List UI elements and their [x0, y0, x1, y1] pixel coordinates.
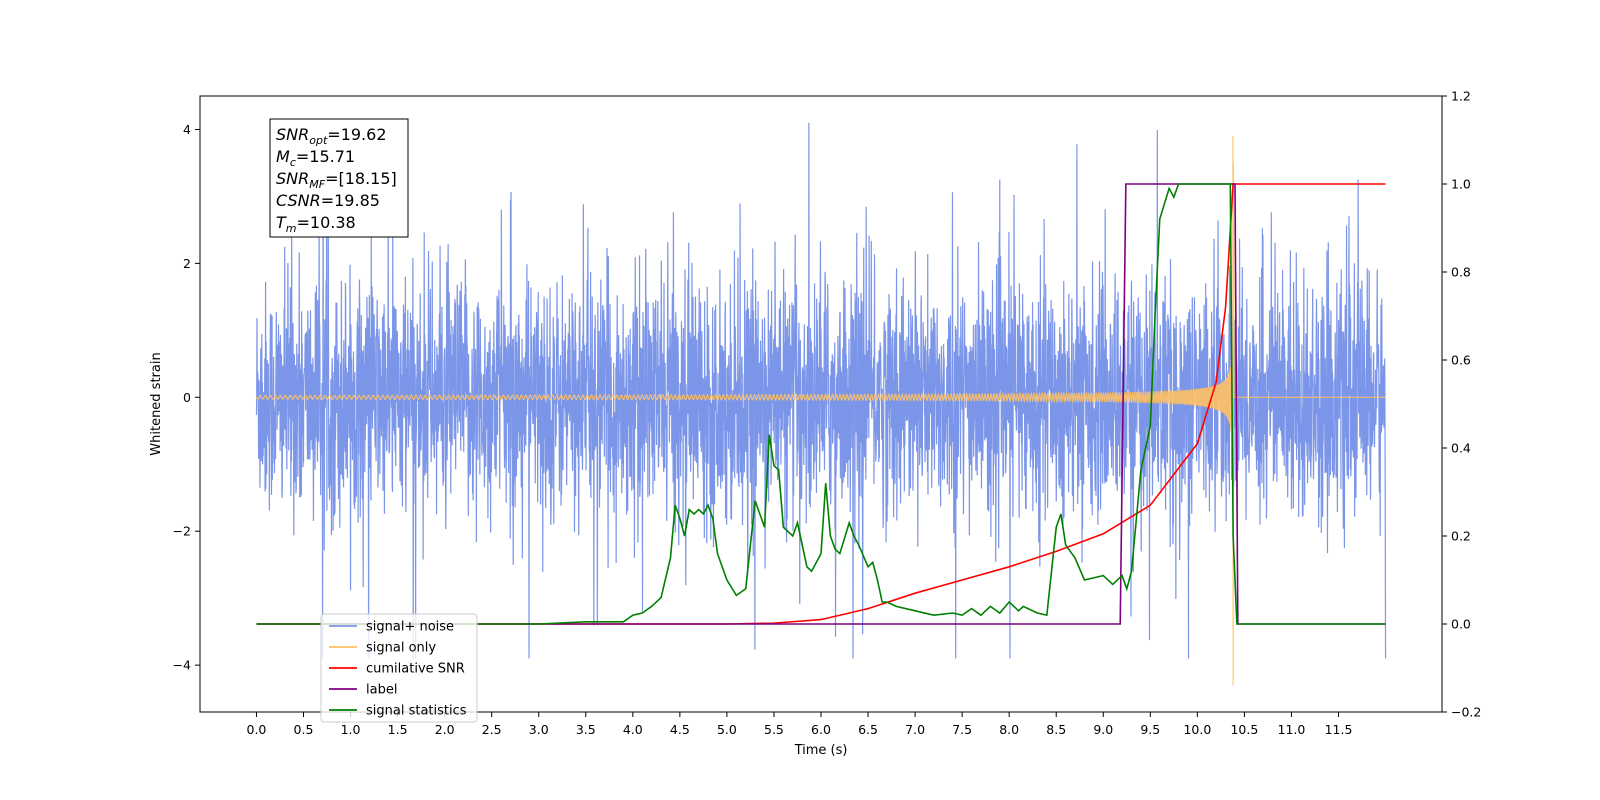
plot-area	[255, 122, 1387, 686]
y-right-tick-label: 0.0	[1451, 617, 1471, 632]
legend-label: signal only	[366, 641, 436, 656]
y-right-tick-label: 1.0	[1451, 177, 1471, 192]
x-tick-label: 5.0	[717, 722, 737, 737]
x-axis: 0.0 0.5 1.0 1.5 2.0 2.5 3.0 3.5 4.0 4.5 5.0 5.5 6.0 6…	[247, 712, 1353, 737]
series-signal-statistics	[256, 183, 1386, 625]
legend-frame	[320, 613, 478, 723]
x-tick-label: 9.5	[1140, 722, 1160, 737]
annotation-line: CSNR=19.85	[276, 191, 380, 210]
y-right-tick-label: 0.4	[1451, 441, 1471, 456]
x-tick-label: 4.0	[623, 722, 643, 737]
y-left-tick-label: 4	[183, 122, 191, 137]
y-right-tick-label: 0.2	[1451, 529, 1471, 544]
annotation-line: SNRopt=19.62	[276, 125, 387, 147]
legend-label: signal statistics	[366, 704, 467, 719]
x-tick-label: 8.0	[999, 722, 1019, 737]
x-tick-label: 11.5	[1325, 722, 1353, 737]
legend-label: label	[366, 683, 397, 698]
y-right-tick-label: 0.6	[1451, 353, 1471, 368]
x-axis-label: Time (s)	[794, 743, 848, 758]
annotation-line: Tm=10.38	[276, 213, 356, 235]
y-right-tick-label: 0.8	[1451, 265, 1471, 280]
x-tick-label: 7.5	[952, 722, 972, 737]
x-tick-label: 11.0	[1278, 722, 1306, 737]
x-tick-label: 10.5	[1230, 722, 1258, 737]
y-left-tick-label: −4	[173, 658, 191, 673]
y-left-tick-label: 0	[183, 390, 191, 405]
annotation-frame	[269, 118, 409, 238]
x-tick-label: 6.0	[811, 722, 831, 737]
x-tick-label: 0.0	[247, 722, 267, 737]
x-tick-label: 2.0	[435, 722, 455, 737]
x-tick-label: 10.0	[1183, 722, 1211, 737]
y-axis-right: −0.2 0.0 0.2 0.4 0.6 0.8 1.0 1.2	[1442, 89, 1481, 720]
y-axis-label-left: Whitened strain	[149, 352, 164, 455]
y-right-tick-label: 1.2	[1451, 89, 1471, 104]
x-tick-label: 3.5	[576, 722, 596, 737]
series-signal-only	[255, 136, 1386, 686]
legend-label: signal+ noise	[366, 620, 454, 635]
x-tick-label: 1.5	[388, 722, 408, 737]
x-tick-label: 4.5	[670, 722, 690, 737]
x-tick-label: 9.0	[1093, 722, 1113, 737]
series-signal-noise	[255, 122, 1387, 659]
x-tick-label: 5.5	[764, 722, 784, 737]
annotation-box: SNRopt=19.62Mc=15.71SNRMF=[18.15]CSNR=19…	[269, 118, 409, 238]
series-cumulative-snr	[256, 183, 1386, 625]
y-left-tick-label: −2	[173, 524, 191, 539]
y-right-tick-label: −0.2	[1451, 705, 1481, 720]
legend-label: cumilative SNR	[366, 662, 465, 677]
y-axis-left: −4 −2 0 2 4	[173, 122, 200, 673]
x-tick-label: 6.5	[858, 722, 878, 737]
x-tick-label: 7.0	[905, 722, 925, 737]
x-tick-label: 8.5	[1046, 722, 1066, 737]
legend: signal+ noise signal only cumilative SNR la…	[320, 613, 478, 723]
x-tick-label: 3.0	[529, 722, 549, 737]
annotation-line: SNRMF=[18.15]	[276, 169, 397, 191]
x-tick-label: 2.5	[482, 722, 502, 737]
x-tick-label: 1.0	[341, 722, 361, 737]
y-left-tick-label: 2	[183, 256, 191, 271]
annotation-line: Mc=15.71	[276, 147, 355, 169]
x-tick-label: 0.5	[294, 722, 314, 737]
